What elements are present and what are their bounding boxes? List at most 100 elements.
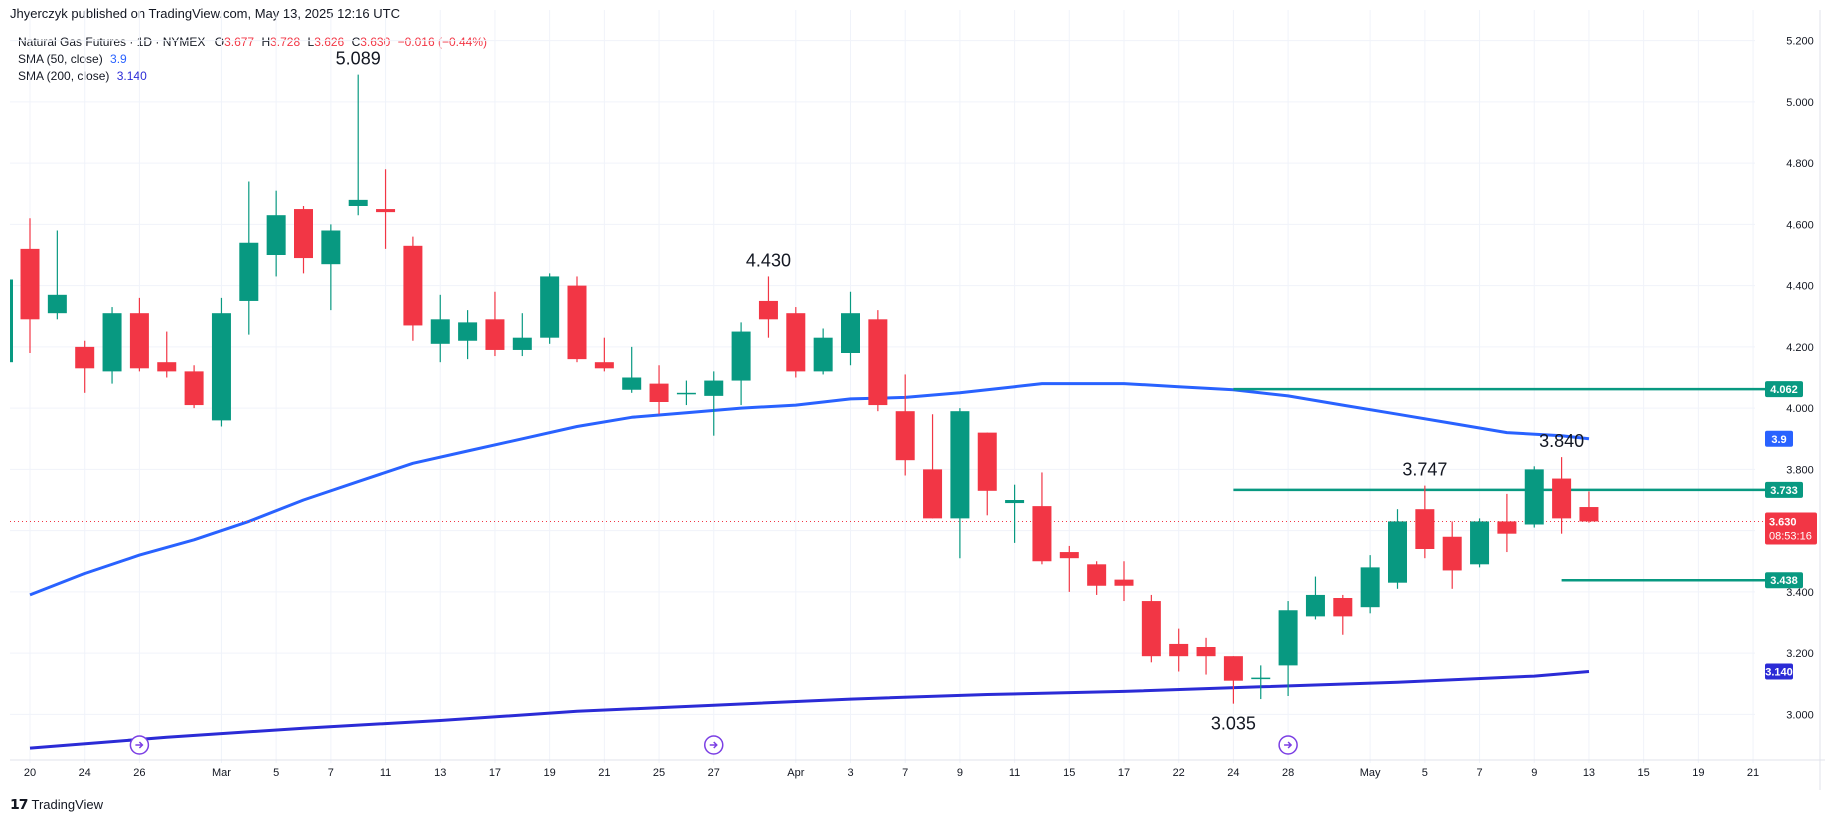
price-tick-label: 4.200 <box>1786 342 1814 354</box>
time-tick-label: Mar <box>212 767 231 779</box>
time-tick-label: 17 <box>489 767 501 779</box>
event-marker-icon[interactable] <box>704 735 724 755</box>
brand-name: TradingView <box>31 797 104 812</box>
candle-body <box>1333 598 1353 617</box>
candle-body <box>841 313 860 353</box>
time-tick-label: 13 <box>1583 767 1595 779</box>
candle-body <box>786 313 806 372</box>
candle-body <box>512 337 532 350</box>
time-tick-label: 3 <box>847 767 853 779</box>
chart-legend: Natural Gas Futures · 1D · NYMEX O3.677 … <box>18 34 487 85</box>
candle-body <box>1415 509 1435 549</box>
price-annotations: 5.089 4.430 3.747 3.840 3.035 <box>336 49 1584 734</box>
tradingview-logo-icon: 𝟭𝟳 <box>10 796 29 812</box>
candle-body <box>75 346 95 369</box>
candle-body <box>1305 594 1325 617</box>
candle-body <box>758 300 778 320</box>
publisher-caption: Jhyerczyk published on TradingView.com, … <box>10 6 400 21</box>
candle-body <box>211 313 231 421</box>
candle-body <box>1223 656 1243 681</box>
candle-body <box>1141 601 1161 657</box>
sma50-label: SMA (50, close) <box>18 52 103 66</box>
time-tick-label: 9 <box>1531 767 1537 779</box>
candle-body <box>950 411 970 519</box>
candle-body <box>376 209 396 213</box>
time-axis[interactable]: 20 24 26 Mar 5 7 11 13 17 19 21 25 27 Apr 3 7 9 11 15 17 22 2… <box>24 767 1759 779</box>
time-tick-label: 5 <box>1422 767 1428 779</box>
candle-body <box>266 215 286 255</box>
candle-body <box>1442 536 1462 571</box>
event-marker-arrow <box>709 741 718 749</box>
candlesticks <box>10 74 1599 704</box>
sma50-legend-row[interactable]: SMA (50, close) 3.9 <box>18 51 487 68</box>
candle-body <box>239 242 259 301</box>
time-tick-label: 20 <box>24 767 36 779</box>
peak-price-label: 5.089 <box>336 49 381 69</box>
price-tick-label: 3.800 <box>1786 464 1814 476</box>
sma-badge-label: 3.140 <box>1765 667 1793 679</box>
candle-body <box>157 362 177 372</box>
candle-body <box>567 285 587 360</box>
time-tick-label: 15 <box>1063 767 1075 779</box>
symbol-label[interactable]: Natural Gas Futures · 1D · NYMEX <box>18 35 206 49</box>
time-tick-label: 15 <box>1638 767 1650 779</box>
candle-body <box>430 319 450 344</box>
event-marker-icon[interactable] <box>1278 735 1298 755</box>
change-value: −0.016 (−0.44%) <box>397 35 488 49</box>
candle-body <box>1114 579 1134 586</box>
price-chart[interactable]: 5.089 4.430 3.747 3.840 3.035 5.200 5.000 4.80… <box>0 0 1835 790</box>
price-tick-label: 5.000 <box>1786 97 1814 109</box>
tradingview-brand[interactable]: 𝟭𝟳 TradingView <box>10 796 103 813</box>
price-axis[interactable]: 5.200 5.000 4.800 4.600 4.400 4.200 4.000 3.800… <box>1765 36 1817 722</box>
sma50-value: 3.9 <box>110 52 127 66</box>
time-tick-label: 7 <box>902 767 908 779</box>
candle-body <box>294 209 313 259</box>
candle-body <box>1388 521 1407 583</box>
time-tick-label: 17 <box>1118 767 1130 779</box>
time-tick-label: 9 <box>957 767 963 779</box>
candle-body <box>1579 507 1599 522</box>
time-tick-label: 28 <box>1282 767 1294 779</box>
candle-body <box>1032 506 1052 562</box>
peak-price-label: 3.747 <box>1402 460 1447 480</box>
candle-body <box>977 432 997 491</box>
peak-price-label: 4.430 <box>746 250 791 270</box>
price-tick-label: 4.000 <box>1786 403 1814 415</box>
candle-body <box>1360 567 1380 608</box>
close-value: 3.630 <box>360 35 391 49</box>
candle-body <box>813 337 833 372</box>
time-tick-label: 11 <box>1009 767 1020 779</box>
time-tick-label: 24 <box>1227 767 1239 779</box>
open-value: 3.677 <box>224 35 255 49</box>
level-badge <box>1765 572 1803 589</box>
time-tick-label: 26 <box>133 767 145 779</box>
time-tick-label: 5 <box>273 767 279 779</box>
time-tick-label: 19 <box>544 767 556 779</box>
price-tick-label: 4.400 <box>1786 281 1814 293</box>
event-marker-icon[interactable] <box>129 735 150 755</box>
level-badge-label: 3.733 <box>1770 485 1798 497</box>
price-tick-label: 5.200 <box>1786 36 1814 48</box>
candle-body <box>895 411 915 461</box>
candle-body <box>102 313 122 372</box>
candle-body <box>731 331 751 381</box>
time-tick-label: 27 <box>708 767 720 779</box>
price-tick-label: 3.200 <box>1786 648 1814 660</box>
candle-body-partial <box>10 279 13 363</box>
countdown-label: 08:53:16 <box>1769 530 1812 542</box>
last-price-label: 3.630 <box>1769 516 1797 528</box>
sma200-line <box>29 670 1590 750</box>
candle-body <box>1087 564 1107 586</box>
candle-body <box>1005 500 1025 504</box>
high-value: 3.728 <box>270 35 301 49</box>
sma200-label: SMA (200, close) <box>18 69 110 83</box>
candle-body <box>868 319 888 406</box>
event-marker-arrow <box>1284 741 1293 749</box>
candle-body <box>458 322 478 341</box>
sma-lines <box>29 382 1590 750</box>
candle-body <box>403 245 423 326</box>
candle-body <box>485 319 505 350</box>
candle-body <box>540 276 560 338</box>
time-tick-label: May <box>1360 767 1381 779</box>
sma50-line <box>29 382 1590 597</box>
